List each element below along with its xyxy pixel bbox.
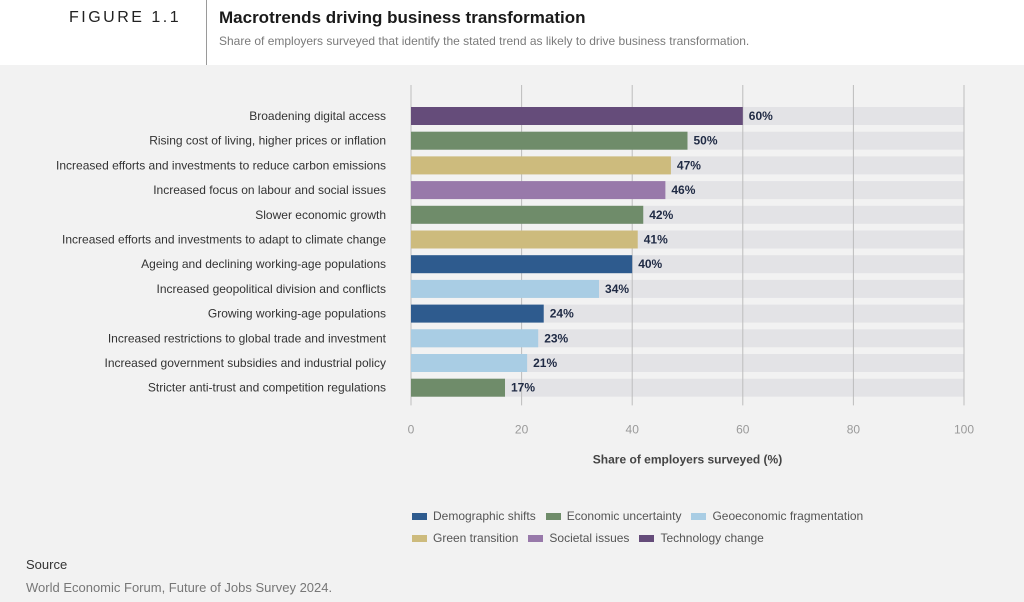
bar (411, 131, 688, 150)
x-tick-label: 20 (515, 422, 529, 436)
category-label: Broadening digital access (249, 109, 386, 123)
bar (411, 378, 506, 397)
chart-title: Macrotrends driving business transformat… (219, 8, 586, 27)
value-label: 46% (671, 183, 695, 197)
value-label: 50% (694, 134, 718, 148)
value-label: 24% (550, 307, 574, 321)
legend-label: Green transition (433, 531, 519, 545)
x-tick-label: 80 (847, 422, 861, 436)
category-label: Increased restrictions to global trade a… (108, 331, 387, 345)
legend-label: Economic uncertainty (566, 509, 682, 523)
bar (411, 255, 633, 274)
legend-swatch (412, 534, 427, 542)
category-label: Increased government subsidies and indus… (105, 356, 387, 370)
bar (411, 230, 638, 249)
bar (411, 329, 539, 348)
legend-label: Technology change (660, 531, 764, 545)
value-label: 17% (511, 381, 535, 395)
legend-label: Societal issues (549, 531, 630, 545)
category-label: Stricter anti-trust and competition regu… (148, 381, 386, 395)
bar-track (411, 354, 964, 372)
header-divider (206, 0, 207, 65)
x-tick-label: 40 (626, 422, 640, 436)
legend-swatch (639, 534, 655, 542)
bar-track (411, 304, 964, 323)
category-label: Rising cost of living, higher prices or … (149, 134, 386, 148)
legend-label: Geoeconomic fragmentation (712, 509, 864, 523)
legend-row-1: Demographic shifts Economic uncertainty … (412, 505, 972, 527)
bar (411, 205, 644, 224)
source-heading: Source (26, 557, 68, 572)
value-label: 40% (638, 257, 662, 271)
legend-item: Economic uncertainty (545, 509, 682, 523)
x-axis-label: Share of employers surveyed (%) (593, 452, 782, 466)
legend-swatch (528, 534, 544, 542)
category-label: Slower economic growth (255, 208, 386, 222)
bar (411, 304, 544, 323)
bar (411, 279, 600, 298)
legend-swatch (412, 512, 427, 520)
bar-chart: Broadening digital access 60% Rising cost … (56, 85, 974, 466)
category-label: Ageing and declining working-age populat… (141, 257, 386, 271)
legend-item: Technology change (639, 531, 764, 545)
category-label: Increased efforts and investments to red… (56, 158, 386, 172)
value-label: 42% (649, 208, 673, 222)
value-label: 34% (605, 282, 629, 296)
category-label: Growing working-age populations (208, 307, 386, 321)
legend-item: Demographic shifts (412, 509, 536, 523)
legend-item: Societal issues (528, 531, 629, 545)
x-tick-label: 0 (408, 422, 415, 436)
category-label: Increased focus on labour and social iss… (153, 183, 386, 197)
legend-row-2: Green transition Societal issues Technol… (412, 527, 972, 549)
bar (411, 181, 666, 200)
value-label: 47% (677, 158, 701, 172)
source-text: World Economic Forum, Future of Jobs Sur… (26, 580, 333, 595)
legend-label: Demographic shifts (433, 509, 536, 523)
category-label: Increased efforts and investments to ada… (62, 233, 386, 247)
bar (411, 156, 671, 175)
legend-swatch (545, 512, 561, 520)
legend-swatch (691, 512, 707, 520)
bar-track (411, 329, 964, 348)
value-label: 60% (749, 109, 773, 123)
figure-label: FIGURE 1.1 (69, 9, 182, 26)
figure-header: FIGURE 1.1 Macrotrends driving business … (0, 0, 1024, 65)
bar (411, 354, 528, 372)
value-label: 21% (533, 356, 557, 370)
value-label: 41% (644, 233, 668, 247)
x-tick-label: 100 (954, 422, 974, 436)
chart-legend: Demographic shifts Economic uncertainty … (412, 505, 972, 549)
legend-item: Green transition (412, 531, 518, 545)
x-tick-label: 60 (736, 422, 750, 436)
category-label: Increased geopolitical division and conf… (157, 282, 386, 296)
value-label: 23% (544, 331, 568, 345)
bar (411, 107, 743, 125)
chart-subtitle: Share of employers surveyed that identif… (219, 34, 750, 48)
bar-track (411, 378, 964, 397)
legend-item: Geoeconomic fragmentation (691, 509, 863, 523)
